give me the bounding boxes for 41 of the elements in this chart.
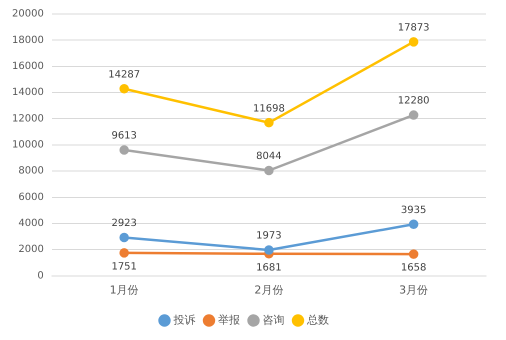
point: [408, 37, 418, 47]
legend-label: 总数: [306, 313, 329, 326]
legend-label: 咨询: [262, 313, 284, 326]
y-tick-label: 2000: [18, 244, 44, 256]
y-tick-label: 4000: [18, 218, 44, 230]
data-label: 9613: [111, 130, 137, 142]
y-tick-label: 10000: [12, 139, 44, 150]
y-tick-label: 0: [37, 270, 44, 282]
data-label: 1973: [256, 230, 282, 242]
y-tick-label: 8000: [18, 166, 44, 177]
point: [264, 118, 274, 128]
data-label: 1681: [256, 262, 282, 274]
data-label: 2923: [111, 218, 137, 230]
x-tick-label: 3月份: [399, 283, 428, 296]
data-label: 17873: [398, 22, 430, 34]
point: [119, 84, 129, 94]
point: [408, 249, 418, 259]
y-tick-label: 18000: [12, 34, 44, 46]
data-label: 11698: [253, 103, 285, 114]
data-label: 1658: [400, 262, 426, 274]
point: [119, 145, 129, 155]
point: [264, 166, 274, 176]
data-label: 12280: [398, 96, 430, 107]
point: [264, 245, 274, 255]
y-tick-label: 20000: [12, 8, 44, 20]
legend-label: 投诉: [172, 313, 196, 326]
point: [408, 110, 418, 120]
legend-label: 举报: [218, 313, 240, 326]
y-tick-label: 12000: [12, 113, 44, 124]
point: [119, 232, 129, 242]
y-tick-label: 6000: [18, 192, 44, 203]
data-label: 3935: [400, 204, 426, 216]
data-label: 8044: [256, 151, 282, 162]
point: [408, 220, 418, 230]
data-label: 14287: [108, 69, 140, 80]
data-label: 1751: [111, 261, 137, 272]
y-tick-label: 16000: [12, 60, 44, 72]
x-tick-label: 2月份: [254, 283, 284, 296]
point: [119, 248, 129, 258]
x-tick-label: 1月份: [110, 283, 139, 296]
y-tick-label: 14000: [12, 87, 44, 98]
